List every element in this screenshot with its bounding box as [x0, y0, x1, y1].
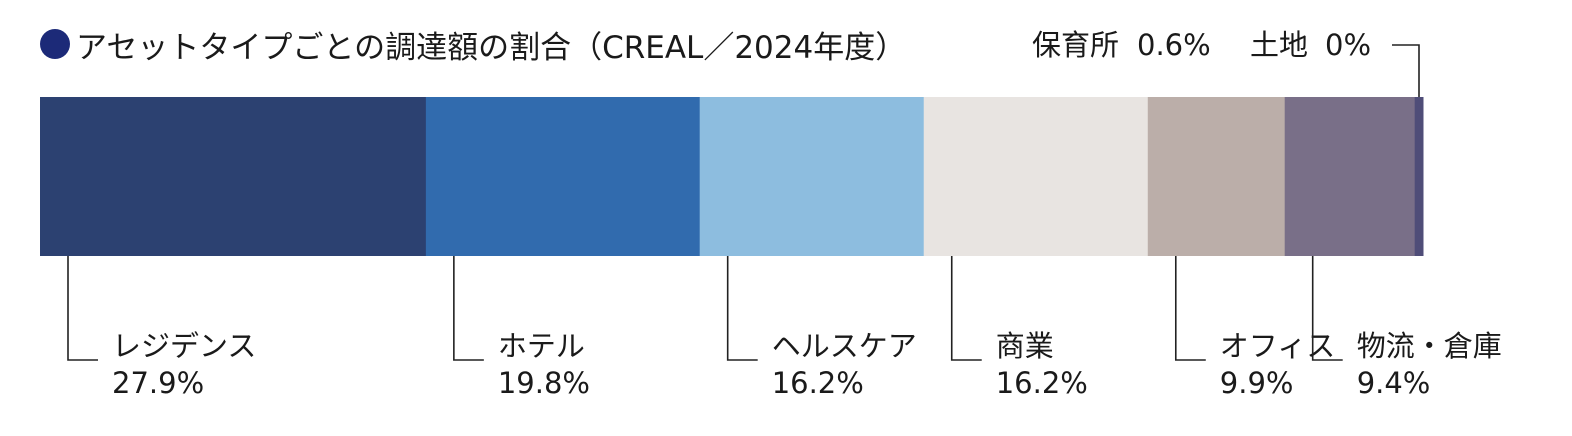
bar-segment-0: [40, 97, 427, 256]
segment-label-1: ホテル: [498, 329, 585, 363]
bar-segment-6: [1414, 97, 1424, 256]
chart-title: アセットタイプごとの調達額の割合（CREAL／2024年度）: [76, 29, 907, 66]
leader-line-1: [453, 256, 484, 361]
segment-label-6: 保育所: [1032, 28, 1119, 62]
segment-value-0: 27.9%: [112, 366, 204, 400]
leader-line-5: [1311, 256, 1343, 361]
bar-segment-3: [923, 97, 1149, 256]
bullet-dot-icon: [40, 29, 70, 59]
leader-line-2: [726, 256, 758, 361]
segment-value-3: 16.2%: [996, 366, 1088, 400]
segment-value-4: 9.9%: [1220, 366, 1294, 400]
bar-segment-1: [425, 97, 701, 256]
segment-value-1: 19.8%: [498, 366, 590, 400]
leader-line-4: [1174, 256, 1206, 361]
segment-value-7: 0%: [1325, 28, 1371, 62]
segment-label-0: レジデンス: [112, 329, 256, 363]
bar-segment-4: [1147, 97, 1286, 256]
leader-line-small: [1392, 44, 1420, 97]
segment-value-5: 9.4%: [1357, 366, 1431, 400]
segment-value-6: 0.6%: [1137, 28, 1211, 62]
segment-label-7: 土地: [1250, 28, 1308, 62]
chart-title-row: アセットタイプごとの調達額の割合（CREAL／2024年度）: [40, 22, 906, 66]
segment-label-4: オフィス: [1220, 329, 1335, 363]
segment-label-5: 物流・倉庫: [1357, 329, 1502, 363]
bar-segment-2: [699, 97, 925, 256]
bar-segment-5: [1284, 97, 1416, 256]
segment-value-2: 16.2%: [772, 366, 864, 400]
segment-label-2: ヘルスケア: [772, 329, 917, 363]
leader-line-3: [950, 256, 982, 361]
leader-line-0: [67, 256, 98, 361]
segment-label-3: 商業: [996, 329, 1054, 363]
